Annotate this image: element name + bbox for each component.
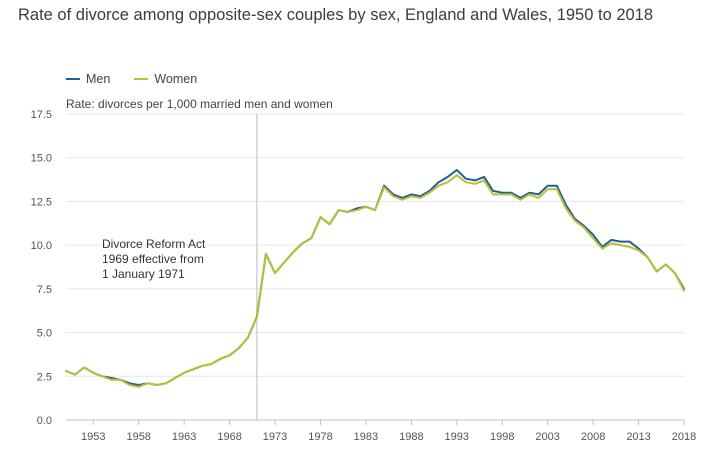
y-tick-label: 7.5 <box>37 284 52 296</box>
legend-label-women: Women <box>154 72 198 86</box>
y-tick-label: 10.0 <box>31 240 52 252</box>
y-tick-label: 0.0 <box>37 415 52 427</box>
x-tick-label: 1958 <box>126 431 150 443</box>
legend-swatch-men <box>66 78 80 80</box>
x-tick-label: 1963 <box>172 431 196 443</box>
x-tick-label: 1968 <box>217 431 241 443</box>
annotation-line: 1 January 1971 <box>102 267 185 281</box>
y-tick-label: 2.5 <box>37 371 52 383</box>
x-tick-label: 1993 <box>445 431 469 443</box>
x-tick-label: 1978 <box>308 431 332 443</box>
y-tick-label: 17.5 <box>31 109 52 121</box>
x-tick-label: 1998 <box>490 431 514 443</box>
legend-item-men: Men <box>66 72 110 86</box>
x-tick-label: 1973 <box>263 431 287 443</box>
x-tick-label: 1988 <box>399 431 423 443</box>
annotation-text: Divorce Reform Act 1969 effective from 1 J… <box>102 237 206 281</box>
legend-item-women: Women <box>134 72 197 86</box>
x-tick-label: 1953 <box>81 431 105 443</box>
legend-swatch-women <box>134 78 149 80</box>
annotation-line: Divorce Reform Act <box>102 237 206 251</box>
annotation-line: 1969 effective from <box>102 252 204 266</box>
legend: Men Women <box>66 72 197 86</box>
chart-title: Rate of divorce among opposite-sex coupl… <box>18 6 654 24</box>
x-tick-label: 2008 <box>581 431 605 443</box>
y-tick-label: 15.0 <box>31 153 52 165</box>
x-tick-label: 2003 <box>535 431 559 443</box>
x-tick-label: 2013 <box>626 431 650 443</box>
y-tick-label: 12.5 <box>31 196 52 208</box>
x-tick-label: 1983 <box>354 431 378 443</box>
legend-label-men: Men <box>86 72 111 86</box>
series-line-women <box>65 174 685 388</box>
x-tick-label: 2018 <box>672 431 696 443</box>
y-axis-label: Rate: divorces per 1,000 married men and… <box>66 97 333 111</box>
y-tick-label: 5.0 <box>37 328 52 340</box>
